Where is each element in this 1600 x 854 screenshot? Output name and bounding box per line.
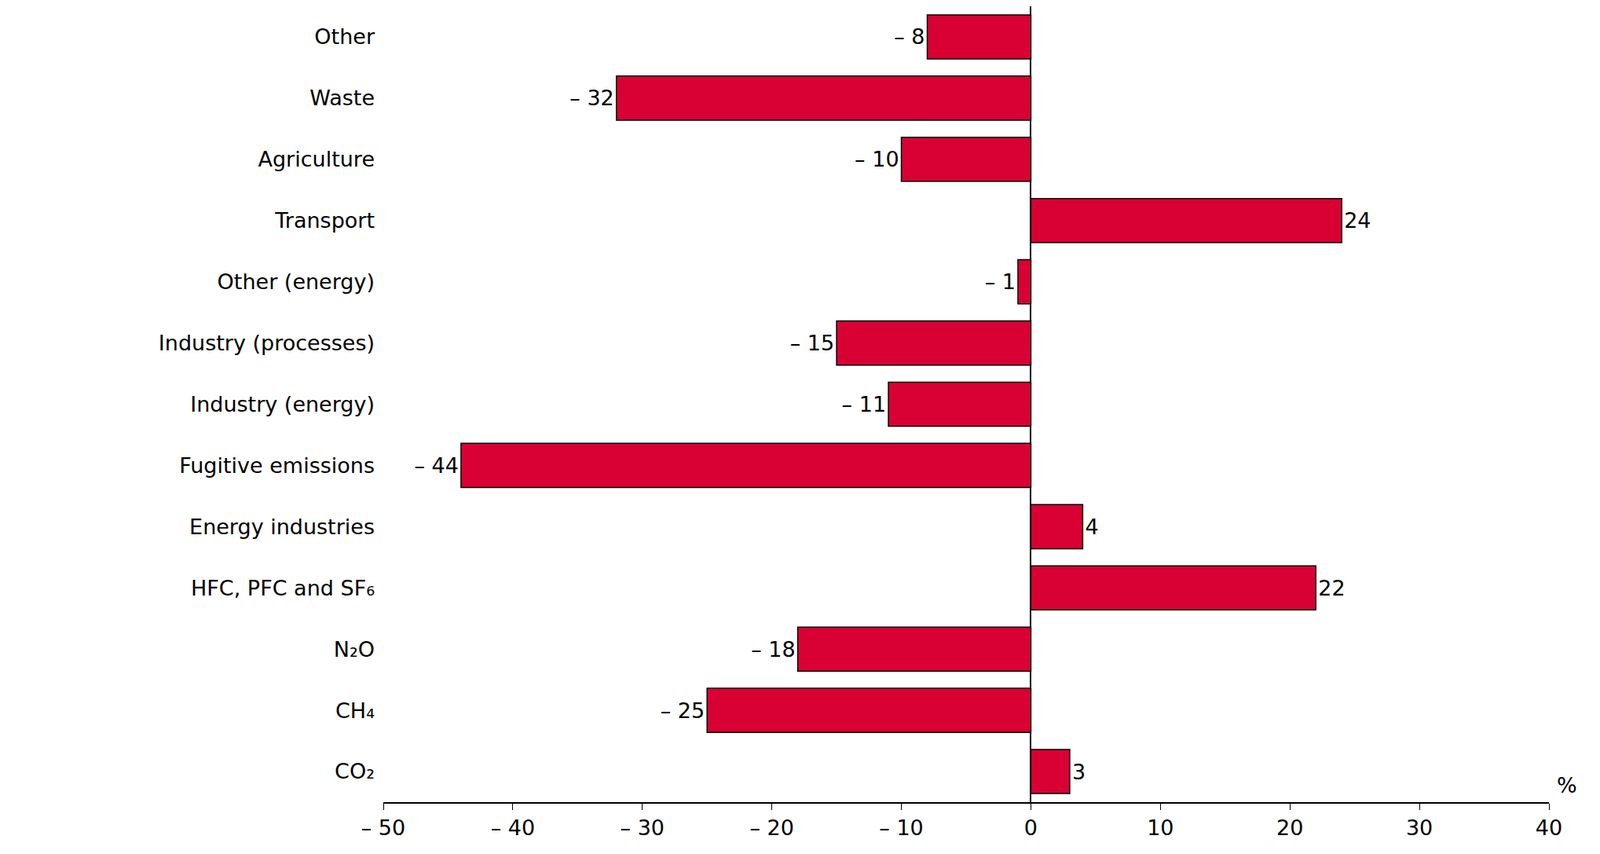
svg-text:CO₂: CO₂: [334, 758, 375, 784]
svg-text:30: 30: [1405, 815, 1433, 840]
svg-text:Fugitive emissions: Fugitive emissions: [179, 453, 375, 478]
svg-text:– 11: – 11: [842, 391, 887, 417]
svg-text:20: 20: [1276, 815, 1304, 840]
svg-text:%: %: [1556, 772, 1578, 798]
svg-text:– 50: – 50: [361, 815, 406, 840]
svg-text:– 15: – 15: [790, 330, 835, 356]
svg-text:– 20: – 20: [749, 815, 794, 840]
svg-text:3: 3: [1072, 759, 1086, 784]
svg-text:Waste: Waste: [309, 85, 375, 110]
svg-text:HFC, PFC and SF₆: HFC, PFC and SF₆: [190, 575, 375, 601]
svg-text:Industry (processes): Industry (processes): [158, 330, 375, 356]
svg-text:CH₄: CH₄: [335, 698, 375, 723]
svg-text:4: 4: [1084, 514, 1099, 539]
svg-text:– 40: – 40: [490, 815, 535, 840]
svg-text:– 1: – 1: [984, 269, 1016, 294]
svg-text:24: 24: [1343, 208, 1371, 233]
svg-text:Energy industries: Energy industries: [189, 514, 375, 539]
svg-text:Industry (energy): Industry (energy): [190, 391, 375, 417]
svg-text:22: 22: [1318, 575, 1345, 601]
svg-text:– 32: – 32: [569, 85, 614, 110]
svg-text:0: 0: [1024, 815, 1038, 840]
svg-text:Other (energy): Other (energy): [217, 269, 375, 294]
svg-text:Transport: Transport: [274, 208, 375, 233]
svg-text:10: 10: [1146, 815, 1174, 840]
svg-text:– 18: – 18: [750, 637, 795, 662]
svg-text:– 44: – 44: [413, 453, 458, 478]
svg-text:– 10: – 10: [854, 146, 899, 172]
svg-text:Other: Other: [314, 24, 376, 49]
svg-text:Agriculture: Agriculture: [258, 146, 376, 172]
svg-text:– 10: – 10: [878, 815, 923, 840]
svg-text:40: 40: [1535, 815, 1563, 840]
svg-text:– 8: – 8: [893, 24, 925, 49]
svg-text:– 30: – 30: [620, 815, 665, 840]
svg-text:– 25: – 25: [660, 698, 705, 723]
svg-text:N₂O: N₂O: [333, 637, 375, 662]
